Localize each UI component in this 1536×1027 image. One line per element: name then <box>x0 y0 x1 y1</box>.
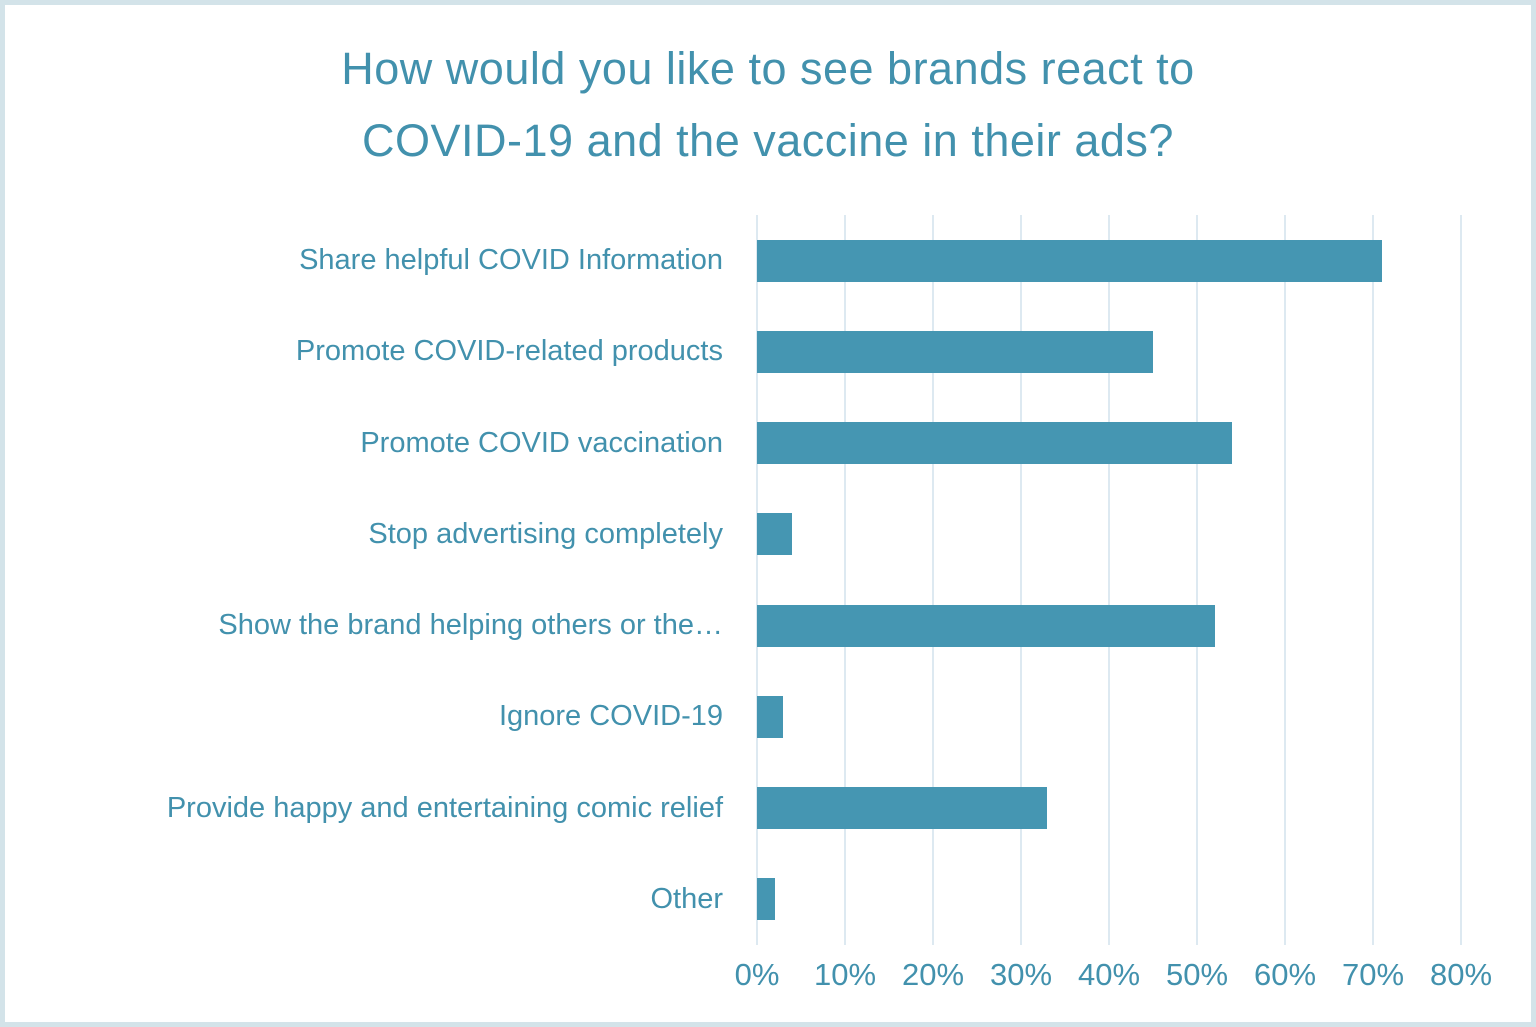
category-label: Share helpful COVID Information <box>299 244 723 277</box>
gridlines <box>5 215 1531 945</box>
x-axis-tick-label: 30% <box>989 957 1053 992</box>
gridline <box>1020 215 1022 945</box>
bar-rows: Share helpful COVID Information Promote C… <box>5 215 1531 945</box>
bar-row: Promote COVID vaccination <box>5 398 1531 489</box>
x-axis-tick-label: 20% <box>901 957 965 992</box>
bar <box>757 695 784 738</box>
bar-row: Stop advertising completely <box>5 489 1531 580</box>
category-label: Promote COVID vaccination <box>360 426 723 459</box>
bar-row: Promote COVID-related products <box>5 306 1531 397</box>
bar-row: Ignore COVID-19 <box>5 671 1531 762</box>
bar <box>757 513 793 556</box>
x-axis-tick-label: 40% <box>1077 957 1141 992</box>
plot-area: Share helpful COVID Information Promote C… <box>5 215 1531 992</box>
bar-row: Provide happy and entertaining comic rel… <box>5 763 1531 854</box>
category-label: Other <box>650 882 723 915</box>
x-axis-tick-label: 0% <box>734 957 780 992</box>
x-axis-tick-label: 70% <box>1341 957 1405 992</box>
bar-row: Other <box>5 854 1531 945</box>
chart-title: How would you like to see brands react t… <box>45 33 1491 177</box>
gridline <box>844 215 846 945</box>
bar <box>757 330 1153 373</box>
x-axis: 0% 10% 20% 30% 40% 50% 60% 70% 80% <box>5 957 1531 997</box>
chart-title-line2: COVID-19 and the vaccine in their ads? <box>362 115 1174 166</box>
x-axis-tick-label: 50% <box>1165 957 1229 992</box>
category-label: Show the brand helping others or the… <box>218 609 723 642</box>
bar <box>757 422 1233 465</box>
gridline <box>1108 215 1110 945</box>
chart-title-line1: How would you like to see brands react t… <box>341 43 1195 94</box>
bar-row: Show the brand helping others or the… <box>5 580 1531 671</box>
category-label: Provide happy and entertaining comic rel… <box>166 791 723 824</box>
x-axis-tick-label: 10% <box>813 957 877 992</box>
category-label: Promote COVID-related products <box>295 335 723 368</box>
category-label: Ignore COVID-19 <box>498 700 723 733</box>
gridline <box>1460 215 1462 945</box>
x-axis-tick-label: 80% <box>1429 957 1493 992</box>
bar-row: Share helpful COVID Information <box>5 215 1531 306</box>
gridline <box>1372 215 1374 945</box>
gridline <box>1196 215 1198 945</box>
gridline <box>932 215 934 945</box>
gridline <box>1284 215 1286 945</box>
bar <box>757 604 1215 647</box>
gridline <box>756 215 758 945</box>
bar <box>757 787 1048 830</box>
bar <box>757 239 1382 282</box>
category-label: Stop advertising completely <box>368 517 723 550</box>
x-axis-tick-label: 60% <box>1253 957 1317 992</box>
bar <box>757 878 775 921</box>
